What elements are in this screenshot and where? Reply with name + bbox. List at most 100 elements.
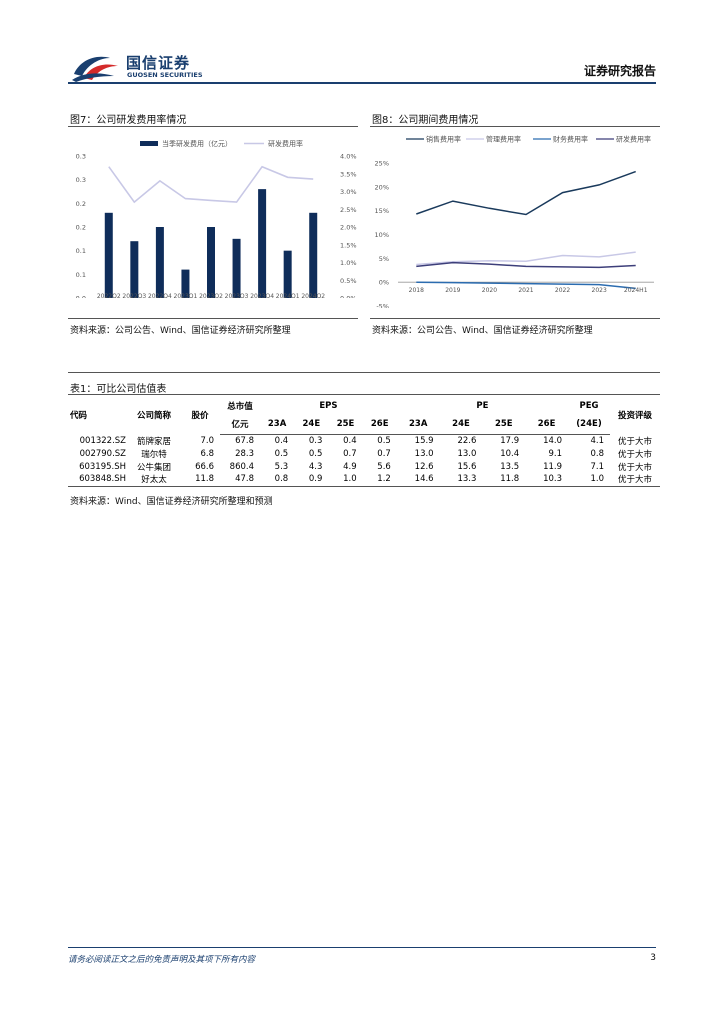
legend-label: 管理费用率 — [486, 135, 521, 144]
series-line — [416, 261, 636, 269]
legend-label-line: 研发费用率 — [268, 139, 303, 148]
cell-rating: 优于大市 — [610, 473, 660, 487]
header-rating: 投资评级 — [617, 411, 652, 421]
fig7-chart: 当季研发费用（亿元） 研发费用率 0.0 0.1 0.1 0.2 0.2 0.3 0.3 0.0%… — [76, 139, 357, 299]
table-header-row: 代码 公司简称 股价 总市值 EPS PE PEG 投资评级 — [68, 396, 660, 422]
series-line — [416, 170, 636, 216]
cell-pe: 12.6 — [414, 461, 434, 472]
page-header: 国信证券 GUOSEN SECURITIES 证券研究报告 — [0, 0, 724, 84]
cell-pe: 11.8 — [482, 473, 526, 487]
header-peg-sub: (24E) — [568, 415, 610, 435]
table-row: 002790.SZ 瑞尔特 6.8 28.3 0.5 0.5 0.7 0.7 13.0 13.0 1… — [68, 447, 660, 460]
header-year: 26E — [525, 415, 568, 435]
cell-eps: 0.5 — [377, 435, 391, 446]
footer-disclaimer: 请务必阅读正文之后的免责声明及其项下所有内容 — [68, 955, 256, 965]
y-tick-label: 20% — [375, 183, 389, 191]
x-tick-label: 2024Q1 — [276, 293, 300, 298]
header-name: 公司简称 — [136, 411, 171, 421]
y-left-tick-label: 0.3 — [76, 176, 86, 184]
y-tick-label: 10% — [375, 231, 389, 239]
cell-pe: 13.5 — [500, 461, 520, 472]
table-row: 603195.SH 公牛集团 66.6 860.4 5.3 4.3 4.9 5.6 12.6 15… — [68, 460, 660, 473]
header-code: 代码 — [70, 411, 88, 421]
header-year: 24E — [439, 415, 483, 435]
legend-label: 研发费用率 — [616, 135, 651, 144]
header-year: 25E — [482, 415, 526, 435]
cell-code: 603195.SH — [79, 461, 126, 472]
fig7-source: 资料来源：公司公告、Wind、国信证券经济研究所整理 — [70, 326, 291, 336]
cell-name: 好太太 — [128, 473, 180, 487]
fig7-bottom-rule — [68, 318, 358, 319]
bar — [258, 189, 267, 298]
x-tick-label: 2019 — [445, 287, 460, 294]
header-mcap-unit: 亿元 — [220, 415, 260, 435]
cell-eps: 0.5 — [274, 448, 289, 459]
cell-eps: 0.5 — [308, 448, 323, 459]
cell-price: 11.8 — [180, 473, 220, 487]
y-right-tick-label: 2.5% — [340, 206, 357, 214]
y-right-tick-label: 1.0% — [340, 259, 357, 267]
y-tick-label: 0% — [379, 279, 389, 287]
legend-swatch-bar — [140, 141, 158, 146]
cell-peg: 0.8 — [590, 448, 604, 459]
legend-label: 销售费用率 — [426, 135, 461, 144]
cell-eps: 0.4 — [343, 435, 357, 446]
y-right-tick-label: 3.5% — [340, 170, 357, 178]
cell-pe: 22.6 — [457, 435, 477, 446]
y-left-tick-label: 0.0 — [76, 295, 86, 299]
x-tick-label: 2021 — [518, 287, 533, 294]
y-tick-label: 5% — [379, 255, 389, 263]
fig8-title: 图8：公司期间费用情况 — [372, 115, 479, 126]
cell-eps: 0.7 — [377, 448, 391, 459]
cell-pe: 11.9 — [543, 461, 562, 472]
valuation-table: 代码 公司简称 股价 总市值 EPS PE PEG 投资评级 亿元 23A 24… — [68, 396, 660, 487]
cell-pe: 13.0 — [457, 448, 477, 459]
cell-peg: 7.1 — [590, 461, 604, 472]
x-tick-label: 2023 — [592, 287, 607, 294]
cell-name: 箭牌家居 — [136, 436, 171, 447]
cell-eps: 0.9 — [294, 473, 329, 487]
cell-price: 7.0 — [200, 435, 214, 446]
table-subheader-row: 亿元 23A 24E 25E 26E 23A 24E 25E 26E (24E) — [68, 415, 660, 435]
header-year: 24E — [294, 415, 329, 435]
cell-eps: 0.4 — [274, 435, 289, 446]
page-number: 3 — [650, 953, 656, 963]
fig7-top-rule — [68, 126, 358, 127]
legend-label: 财务费用率 — [553, 135, 588, 144]
table-source: 资料来源：Wind、国信证券经济研究所整理和预测 — [70, 497, 273, 507]
header-pe: PE — [476, 400, 489, 411]
cell-rating: 优于大市 — [617, 449, 652, 460]
header-eps: EPS — [319, 400, 338, 411]
x-tick-label: 2024Q2 — [301, 293, 325, 298]
cell-eps: 0.7 — [343, 448, 357, 459]
cell-peg: 1.0 — [568, 473, 610, 487]
header-mcap: 总市值 — [227, 401, 253, 412]
cell-pe: 14.0 — [543, 435, 562, 446]
logo-text-en: GUOSEN SECURITIES — [127, 71, 203, 79]
cell-price: 6.8 — [200, 448, 214, 459]
y-right-tick-label: 3.0% — [340, 188, 357, 196]
report-type-label: 证券研究报告 — [583, 64, 656, 78]
y-right-tick-label: 4.0% — [340, 153, 357, 161]
header-year: 26E — [362, 415, 397, 435]
table-top-rule — [68, 372, 660, 373]
cell-mcap: 67.8 — [235, 435, 254, 446]
header-year: 23A — [260, 415, 295, 435]
cell-pe: 14.6 — [396, 473, 440, 487]
x-tick-label: 2024H1 — [624, 287, 648, 294]
x-tick-label: 2022Q4 — [148, 293, 172, 298]
bar — [181, 269, 190, 298]
bar — [155, 227, 164, 298]
cell-pe: 15.9 — [414, 435, 434, 446]
cell-pe: 15.6 — [457, 461, 477, 472]
cell-pe: 10.4 — [500, 448, 520, 459]
cell-code: 001322.SZ — [79, 435, 126, 446]
guosen-logo: 国信证券 GUOSEN SECURITIES — [70, 50, 210, 82]
cell-pe: 13.0 — [414, 448, 434, 459]
header-year: 25E — [328, 415, 363, 435]
cell-eps: 0.8 — [260, 473, 295, 487]
bar — [232, 238, 241, 298]
series-line — [416, 251, 636, 266]
legend-label-bar: 当季研发费用（亿元） — [162, 139, 232, 148]
x-tick-label: 2023Q1 — [174, 293, 198, 298]
